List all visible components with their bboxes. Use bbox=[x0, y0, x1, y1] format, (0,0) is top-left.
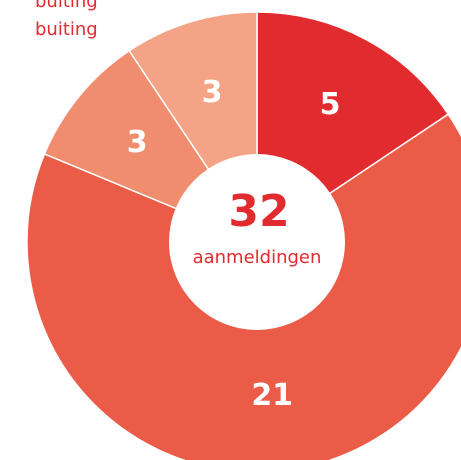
slice-label: 3 bbox=[127, 125, 148, 160]
donut-hole bbox=[169, 154, 345, 330]
annotation: buiting bbox=[35, 19, 98, 40]
total-value: 32 bbox=[228, 186, 289, 237]
slice-label: 5 bbox=[320, 87, 341, 122]
slice-label: 21 bbox=[251, 378, 293, 413]
slice-label: 3 bbox=[202, 75, 223, 110]
annotation: buiting bbox=[35, 0, 98, 12]
total-label: aanmeldingen bbox=[193, 247, 322, 268]
